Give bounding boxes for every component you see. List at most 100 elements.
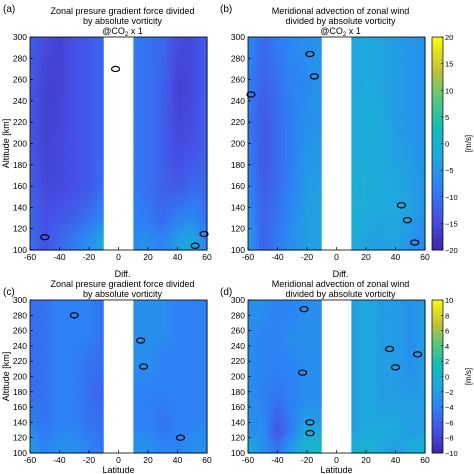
field-cell	[81, 387, 86, 393]
field-cell	[284, 37, 290, 43]
field-cell	[184, 418, 190, 423]
field-cell	[362, 37, 367, 43]
field-cell	[89, 361, 94, 366]
field-cell	[184, 106, 190, 113]
field-cell	[44, 84, 50, 91]
field-cell	[307, 228, 312, 235]
field-cell	[55, 345, 61, 351]
field-cell	[133, 84, 138, 91]
field-cell	[284, 228, 290, 235]
field-cell	[303, 122, 308, 129]
field-cell	[52, 322, 57, 328]
field-cell	[77, 349, 83, 355]
field-cell	[184, 180, 190, 187]
field-cell	[85, 218, 90, 224]
field-cell	[373, 68, 378, 75]
field-cell	[77, 441, 83, 446]
field-cell	[59, 387, 64, 393]
field-cell	[70, 372, 75, 378]
field-cell	[96, 376, 101, 381]
field-cell	[52, 68, 57, 75]
field-cell	[391, 207, 397, 214]
field-cell	[303, 68, 308, 75]
field-cell	[48, 95, 53, 102]
field-cell	[30, 361, 35, 366]
field-cell	[136, 322, 142, 328]
field-cell	[41, 52, 46, 59]
field-cell	[362, 111, 367, 118]
field-cell	[266, 132, 271, 139]
field-cell	[358, 138, 363, 145]
field-cell	[30, 441, 35, 446]
field-cell	[188, 191, 193, 198]
field-cell	[81, 407, 86, 412]
field-cell	[100, 326, 105, 332]
field-cell	[177, 387, 182, 393]
field-cell	[63, 234, 68, 240]
field-cell	[192, 322, 197, 328]
field-cell	[273, 212, 279, 219]
field-cell	[203, 338, 208, 343]
field-cell	[74, 391, 79, 397]
field-cell	[30, 311, 35, 316]
field-cell	[144, 437, 149, 443]
field-cell	[173, 403, 179, 408]
field-cell	[181, 180, 186, 187]
field-cell	[136, 170, 142, 177]
field-cell	[59, 303, 64, 309]
field-cell	[30, 154, 35, 161]
field-cell	[388, 148, 393, 155]
field-cell	[177, 186, 182, 193]
field-cell	[203, 326, 208, 332]
field-cell	[177, 196, 182, 203]
field-cell	[77, 303, 83, 309]
field-cell	[395, 143, 400, 150]
field-cell	[195, 116, 201, 123]
field-cell	[181, 311, 186, 316]
field-cell	[199, 407, 204, 412]
field-cell	[388, 127, 393, 134]
field-cell	[70, 387, 75, 393]
field-cell	[417, 52, 422, 59]
field-cell	[74, 47, 79, 54]
field-cell	[140, 186, 145, 193]
field-cell	[96, 345, 101, 351]
colorbar-tick-label: 20	[445, 33, 453, 42]
field-cell	[203, 422, 208, 427]
field-cell	[81, 196, 86, 203]
field-cell	[358, 202, 363, 208]
field-cell	[184, 422, 190, 427]
field-cell	[354, 138, 360, 145]
field-cell	[41, 315, 46, 320]
field-cell	[159, 79, 164, 86]
field-cell	[259, 228, 264, 235]
field-cell	[277, 52, 282, 59]
field-cell	[48, 410, 53, 416]
field-cell	[170, 395, 175, 401]
field-cell	[48, 303, 53, 309]
field-cell	[66, 307, 72, 313]
field-cell	[188, 223, 193, 230]
field-cell	[417, 42, 422, 49]
field-cell	[96, 349, 101, 355]
field-cell	[81, 410, 86, 416]
field-cell	[421, 148, 426, 155]
field-cell	[270, 218, 275, 224]
field-cell	[192, 407, 197, 412]
field-cell	[373, 37, 378, 43]
field-cell	[358, 148, 363, 155]
field-cell	[303, 58, 308, 65]
field-cell	[192, 422, 197, 427]
field-cell	[366, 68, 371, 75]
field-cell	[162, 100, 168, 107]
field-cell	[362, 234, 367, 240]
field-cell	[281, 191, 286, 198]
field-cell	[273, 170, 279, 177]
field-cell	[155, 361, 160, 366]
field-cell	[377, 164, 382, 171]
y-tick-label: 240	[231, 96, 245, 106]
field-cell	[284, 244, 290, 251]
field-cell	[281, 186, 286, 193]
field-cell	[44, 307, 50, 313]
field-cell	[184, 228, 190, 235]
